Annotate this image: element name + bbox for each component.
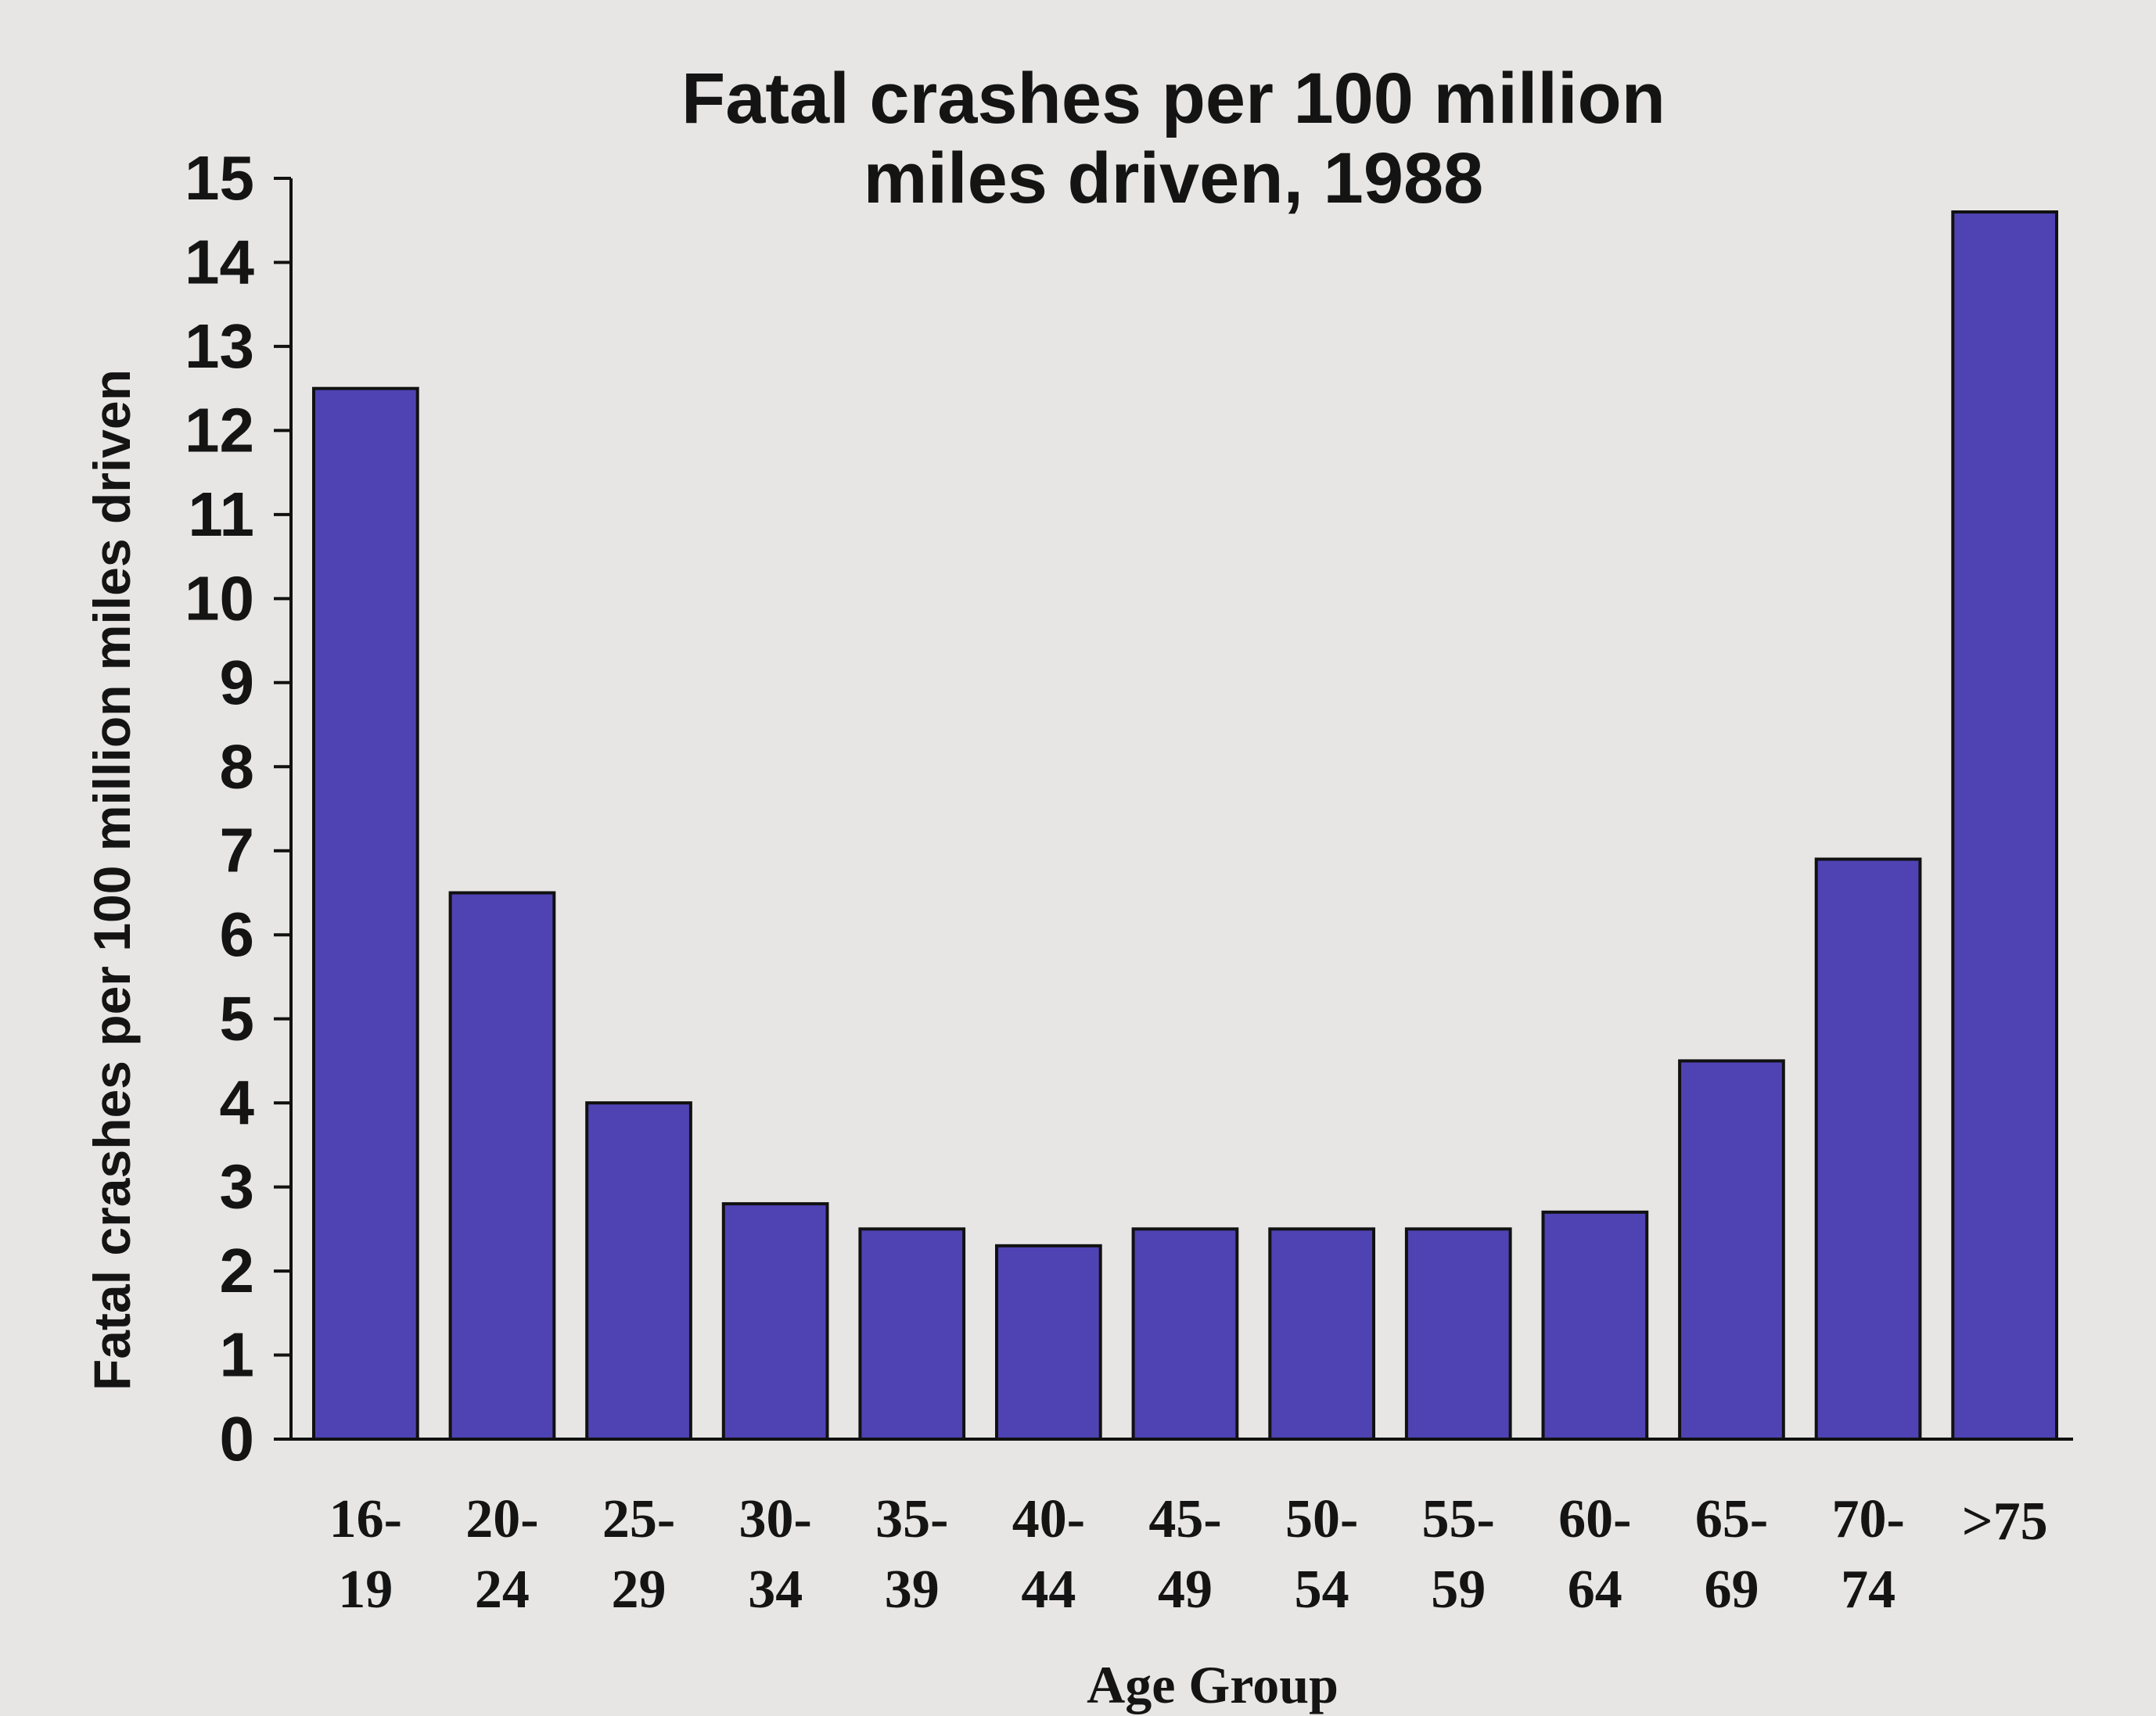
x-tick-label-11-0: 70- <box>1831 1489 1904 1549</box>
y-tick-label-3: 3 <box>220 1152 255 1222</box>
x-tick-label-8-1: 59 <box>1431 1560 1486 1620</box>
y-tick-label-15: 15 <box>185 143 254 213</box>
y-tick-label-0: 0 <box>220 1404 255 1474</box>
x-tick-label-9-1: 64 <box>1568 1560 1622 1620</box>
y-tick-label-13: 13 <box>185 311 254 381</box>
y-tick-label-2: 2 <box>220 1236 255 1305</box>
x-tick-label-5-1: 44 <box>1021 1560 1076 1620</box>
bar-5 <box>995 1244 1102 1441</box>
x-tick-label-10-1: 69 <box>1705 1560 1759 1620</box>
x-tick-label-1-1: 24 <box>475 1560 530 1620</box>
bar-8 <box>1404 1227 1512 1441</box>
y-tick-label-5: 5 <box>220 984 255 1054</box>
y-tick-label-9: 9 <box>220 648 255 717</box>
x-tick-label-9-0: 60- <box>1558 1489 1631 1549</box>
bar-9 <box>1541 1210 1649 1441</box>
x-tick-label-10-0: 65- <box>1695 1489 1768 1549</box>
bar-10 <box>1678 1059 1785 1441</box>
bar-12 <box>1951 210 2059 1441</box>
x-tick-label-1-0: 20- <box>465 1489 538 1549</box>
chart-title-line-2: miles driven, 1988 <box>863 138 1484 218</box>
x-tick-label-7-0: 50- <box>1285 1489 1358 1549</box>
y-tick-label-14: 14 <box>185 227 254 296</box>
y-tick-label-1: 1 <box>220 1320 255 1390</box>
y-tick-label-6: 6 <box>220 899 255 969</box>
x-tick-label-4-0: 35- <box>875 1489 948 1549</box>
x-tick-label-11-1: 74 <box>1841 1560 1895 1620</box>
bar-2 <box>585 1101 692 1441</box>
x-tick-label-12-0: >75 <box>1962 1492 2048 1552</box>
x-tick-label-2-0: 25- <box>602 1489 675 1549</box>
chart-title-line-1: Fatal crashes per 100 million <box>681 59 1666 138</box>
bar-7 <box>1268 1227 1376 1441</box>
y-tick-label-10: 10 <box>185 563 254 633</box>
x-tick-label-3-0: 30- <box>739 1489 812 1549</box>
x-tick-label-0-0: 16- <box>329 1489 402 1549</box>
x-tick-label-5-0: 40- <box>1012 1489 1085 1549</box>
y-tick-label-11: 11 <box>188 479 254 549</box>
x-tick-label-3-1: 34 <box>748 1560 803 1620</box>
x-tick-label-4-1: 39 <box>885 1560 940 1620</box>
y-axis-label: Fatal crashes per 100 million miles driv… <box>83 369 141 1391</box>
bar-6 <box>1131 1227 1239 1441</box>
x-axis-label: Age Group <box>1087 1655 1339 1714</box>
bar-1 <box>448 891 556 1441</box>
x-tick-label-6-1: 49 <box>1158 1560 1213 1620</box>
y-tick-label-12: 12 <box>185 395 254 465</box>
bar-4 <box>858 1227 966 1441</box>
y-tick-label-8: 8 <box>220 731 255 801</box>
bar-3 <box>721 1202 829 1441</box>
x-tick-label-8-0: 55- <box>1422 1489 1495 1549</box>
x-tick-label-2-1: 29 <box>612 1560 667 1620</box>
x-tick-label-0-1: 19 <box>338 1560 393 1620</box>
x-tick-label-6-0: 45- <box>1148 1489 1221 1549</box>
x-tick-label-7-1: 54 <box>1295 1560 1349 1620</box>
bar-0 <box>312 386 419 1441</box>
y-tick-label-7: 7 <box>220 816 255 885</box>
bar-11 <box>1814 857 1922 1441</box>
y-tick-label-4: 4 <box>220 1068 255 1137</box>
